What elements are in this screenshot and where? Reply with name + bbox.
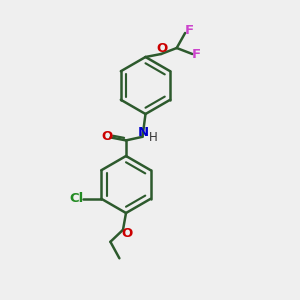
Text: N: N [138, 126, 149, 139]
Text: F: F [192, 48, 201, 61]
Text: F: F [185, 24, 194, 37]
Text: H: H [149, 131, 158, 144]
Text: O: O [156, 42, 167, 55]
Text: O: O [122, 227, 133, 240]
Text: Cl: Cl [70, 192, 84, 205]
Text: O: O [101, 130, 112, 143]
